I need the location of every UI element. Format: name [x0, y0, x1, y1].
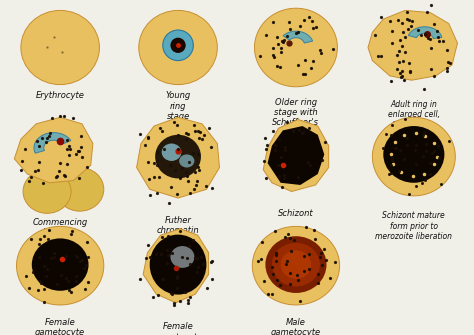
Ellipse shape	[23, 170, 71, 213]
Polygon shape	[137, 117, 219, 198]
Text: Futher
chromatin
division: Futher chromatin division	[157, 215, 200, 245]
Ellipse shape	[150, 234, 206, 294]
Ellipse shape	[252, 226, 339, 305]
Text: Adult ring in
enlarged cell,
Schuffner's
dots marked: Adult ring in enlarged cell, Schuffner's…	[388, 100, 440, 140]
Polygon shape	[283, 31, 313, 43]
Text: Erythrocyte: Erythrocyte	[36, 91, 84, 100]
Text: Schizont: Schizont	[278, 209, 314, 218]
Ellipse shape	[56, 168, 104, 211]
Ellipse shape	[272, 243, 320, 286]
Text: Female
gametocyte
early stage: Female gametocyte early stage	[35, 318, 85, 335]
Polygon shape	[14, 117, 93, 183]
Ellipse shape	[162, 143, 182, 161]
Polygon shape	[268, 126, 324, 185]
Ellipse shape	[155, 135, 201, 179]
Text: Young
ring
stage: Young ring stage	[165, 91, 191, 121]
Ellipse shape	[383, 126, 445, 183]
Ellipse shape	[179, 154, 194, 168]
Polygon shape	[368, 10, 457, 80]
Ellipse shape	[281, 251, 311, 279]
Text: Older ring
stage with
Schuffner's
dots: Older ring stage with Schuffner's dots	[273, 98, 319, 138]
Circle shape	[163, 30, 193, 61]
Text: Commencing
chromatin
division: Commencing chromatin division	[33, 218, 88, 248]
Ellipse shape	[17, 226, 104, 305]
Circle shape	[171, 38, 186, 53]
Text: Female
gametocyte
mature: Female gametocyte mature	[153, 322, 203, 335]
Ellipse shape	[373, 117, 456, 196]
Polygon shape	[408, 27, 442, 39]
Ellipse shape	[21, 10, 100, 85]
Polygon shape	[143, 228, 209, 303]
Polygon shape	[34, 133, 71, 153]
Text: Male
gametocyte: Male gametocyte	[271, 318, 321, 335]
Text: Schizont mature
form prior to
merozoite liberation: Schizont mature form prior to merozoite …	[375, 211, 452, 241]
Ellipse shape	[171, 246, 194, 268]
Polygon shape	[263, 120, 328, 192]
Ellipse shape	[265, 236, 327, 293]
Ellipse shape	[32, 239, 89, 291]
Ellipse shape	[255, 8, 337, 87]
Ellipse shape	[139, 10, 217, 85]
